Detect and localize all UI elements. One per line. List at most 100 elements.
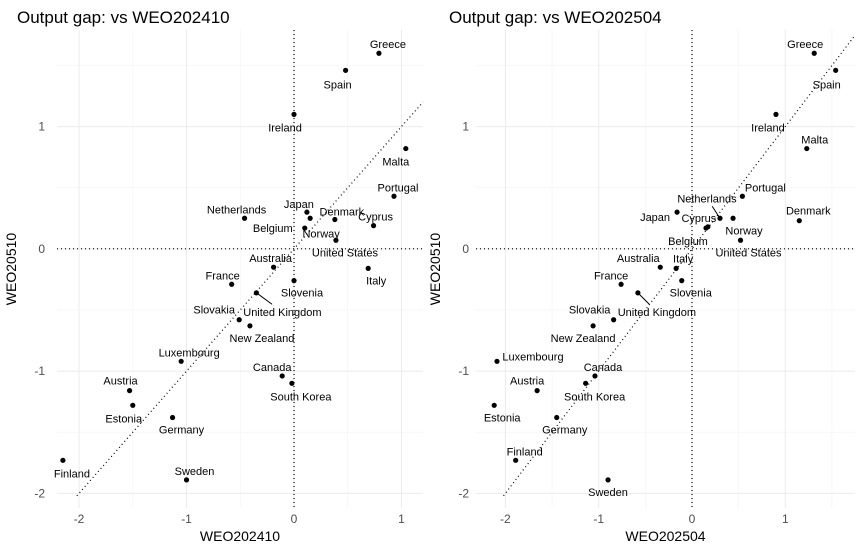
y-tick-label: 0 (462, 242, 469, 256)
point-label: Finland (54, 468, 90, 480)
data-point-ireland (773, 111, 779, 117)
point-label: France (206, 270, 240, 282)
point-label: Cyprus (358, 212, 393, 224)
data-point-united-states (333, 237, 339, 243)
data-point-italy (673, 265, 679, 271)
data-point-greece (811, 50, 817, 56)
data-point-finland (513, 457, 519, 463)
data-point-greece (376, 50, 382, 56)
data-point-estonia (130, 402, 136, 408)
point-label: France (594, 270, 628, 282)
point-label: Spain (324, 79, 352, 91)
data-point-malta (804, 145, 810, 152)
data-point-sweden (183, 477, 190, 483)
point-label: Slovakia (193, 305, 235, 317)
data-point-luxembourg (178, 358, 184, 364)
chart-title: Output gap: vs WEO202504 (449, 8, 662, 27)
point-label: Italy (673, 253, 694, 265)
data-point-france (229, 281, 235, 287)
data-point-finland (60, 457, 66, 463)
data-point-portugal (739, 193, 745, 199)
y-tick-label: -2 (34, 486, 45, 500)
reference-line-45deg (76, 101, 424, 497)
label-connector (637, 292, 650, 305)
point-label: Netherlands (677, 193, 737, 205)
point-label: Canada (253, 362, 292, 374)
data-point-denmark (332, 216, 338, 223)
x-tick-label: -1 (181, 512, 192, 526)
point-label: Slovakia (569, 305, 611, 317)
point-label: United States (715, 247, 782, 259)
point-label: New Zealand (230, 333, 295, 345)
data-point-norway (307, 215, 313, 221)
point-label: Norway (302, 228, 340, 240)
data-point-slovakia (611, 317, 617, 323)
point-label: Ireland (751, 122, 785, 134)
data-point-austria (126, 388, 133, 394)
point-label: Cyprus (681, 213, 716, 225)
point-label: Finland (507, 446, 543, 458)
x-axis-title: WEO202410 (200, 528, 280, 544)
data-point-germany (169, 414, 176, 421)
data-point-norway (730, 215, 736, 221)
data-point-denmark (796, 218, 802, 224)
data-point-belgium (703, 225, 709, 231)
y-tick-label: 0 (38, 242, 45, 256)
data-point-japan (674, 209, 680, 215)
y-tick-label: -1 (34, 364, 45, 378)
point-label: Australia (617, 253, 661, 265)
point-label: Japan (284, 199, 314, 211)
point-label: Austria (103, 376, 138, 388)
data-point-austria (534, 388, 540, 394)
x-tick-label: 1 (782, 512, 789, 526)
data-point-new-zealand (247, 323, 253, 329)
y-tick-label: 1 (462, 120, 469, 134)
point-label: Luxembourg (502, 351, 563, 363)
y-tick-label: -2 (458, 486, 469, 500)
point-label: Portugal (377, 182, 418, 194)
data-point-spain (343, 67, 349, 73)
x-tick-label: -1 (593, 512, 604, 526)
data-point-south-korea (289, 380, 295, 386)
point-label: Slovenia (670, 288, 713, 300)
data-point-netherlands (241, 215, 248, 221)
point-label: Denmark (786, 206, 831, 218)
y-axis-title: WEO20510 (427, 233, 443, 306)
data-point-australia (270, 264, 277, 270)
point-label: Malta (382, 157, 410, 169)
data-point-sweden (605, 477, 611, 483)
data-point-portugal (391, 193, 397, 199)
point-label: Norway (725, 225, 763, 237)
x-tick-label: -2 (74, 512, 85, 526)
label-connector (256, 292, 273, 305)
point-label: Greece (787, 39, 823, 51)
point-label: Belgium (668, 236, 708, 248)
point-label: Denmark (320, 206, 365, 218)
point-label: New Zealand (551, 333, 616, 345)
data-point-canada (592, 373, 598, 379)
point-label: Luxembourg (159, 347, 220, 359)
data-point-slovenia (679, 278, 685, 284)
point-label: Estonia (105, 413, 143, 425)
point-label: Canada (584, 362, 623, 374)
point-label: Belgium (253, 223, 293, 235)
point-label: Australia (249, 253, 293, 265)
x-axis-title: WEO202504 (625, 528, 705, 544)
reference-line-45deg (503, 34, 856, 497)
data-point-germany (554, 414, 560, 421)
point-label: Spain (813, 79, 841, 91)
panel-2: -2 -1 0 1 -2 -1 0 1 Greece Spain Ireland Malta Portu… (427, 8, 856, 544)
data-point-south-korea (583, 380, 589, 386)
point-label: South Korea (564, 391, 626, 403)
x-tick-label: 0 (689, 512, 696, 526)
chart-title: Output gap: vs WEO202410 (17, 8, 230, 27)
x-tick-label: -2 (500, 512, 511, 526)
x-tick-label: 0 (291, 512, 298, 526)
point-label: Portugal (745, 182, 786, 194)
data-point-malta (403, 145, 409, 152)
point-label: Germany (159, 425, 205, 437)
y-tick-label: 1 (38, 120, 45, 134)
data-point-slovakia (236, 317, 242, 323)
data-point-italy (365, 265, 371, 271)
